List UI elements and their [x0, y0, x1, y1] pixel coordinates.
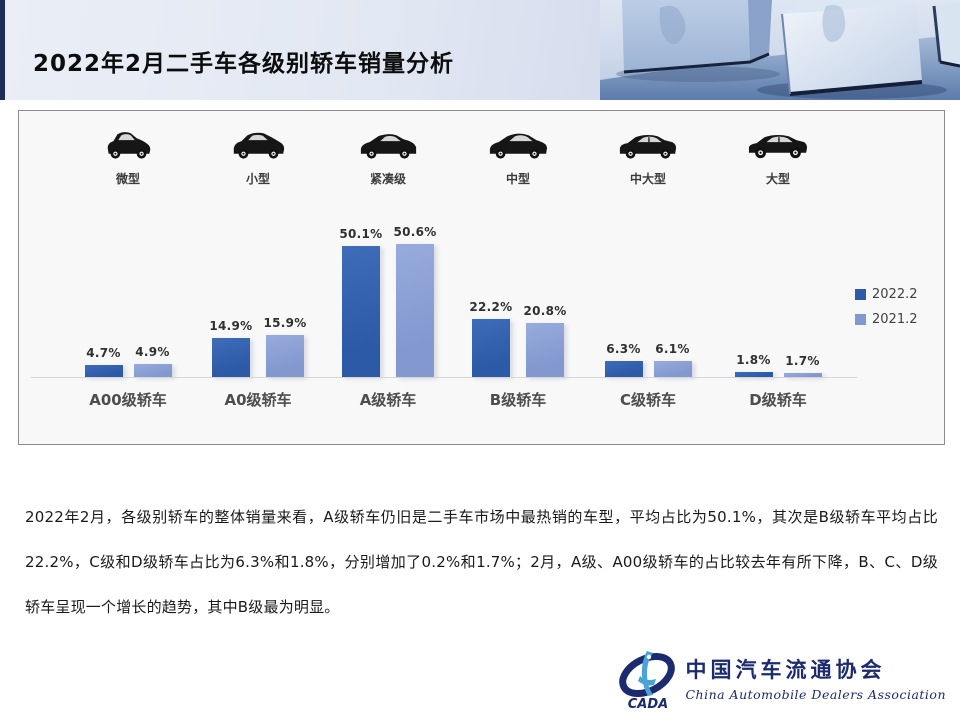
category-label: B级轿车: [489, 391, 547, 409]
vehicle-icons-row: 微型 小型 紧凑级: [63, 127, 843, 187]
bar-group: 4.7% 4.9%: [63, 205, 193, 377]
compact-sedan-car-icon: [360, 134, 417, 159]
x-axis-line: [31, 377, 857, 378]
bar-value-label: 15.9%: [263, 316, 307, 331]
bar-group: 14.9% 15.9%: [193, 205, 323, 377]
vehicle-type-label: 中型: [505, 172, 530, 186]
bar-2022.2: [604, 360, 643, 377]
bar-chart: 4.7% 4.9% 14.9% 15.9% 50.1% 50.6% 22.2% 20.8% 6.…: [63, 205, 843, 377]
cada-logo-icon: CADA: [619, 651, 676, 712]
header-bar: 2022年2月二手车各级别轿车销量分析: [0, 0, 960, 100]
page-title: 2022年2月二手车各级别轿车销量分析: [33, 51, 455, 77]
bar-2021.2: [783, 372, 822, 377]
org-name-cn: 中国汽车流通协会: [685, 657, 886, 682]
bar-2021.2: [266, 335, 305, 377]
vehicle-type-label: 小型: [245, 172, 270, 186]
city-car-icon: [107, 132, 151, 159]
bar-2022.2: [211, 338, 250, 377]
vehicle-type-label: 紧凑级: [369, 172, 406, 186]
bar-2022.2: [84, 364, 123, 377]
footer-logo: CADA 中国汽车流通协会 China Automobile Dealers A…: [617, 648, 946, 712]
category-label: C级轿车: [619, 391, 676, 409]
bar-group: 22.2% 20.8%: [453, 205, 583, 377]
category-label: A级轿车: [359, 391, 417, 409]
legend-label: 2021.2: [872, 312, 918, 327]
luxury-sedan-car-icon: [748, 135, 808, 159]
bar-value-label: 4.7%: [86, 345, 121, 360]
bar-value-label: 22.2%: [469, 299, 513, 314]
vehicle-type-label: 大型: [765, 172, 790, 186]
chart-panel: 微型 小型 紧凑级: [18, 110, 945, 445]
hatchback-car-icon: [233, 132, 285, 159]
bar-value-label: 6.3%: [606, 341, 641, 356]
vehicle-type-compact: 紧凑级: [323, 127, 453, 187]
full-size-sedan-car-icon: [619, 135, 677, 159]
cada-abbr-text: CADA: [628, 697, 668, 712]
vehicle-type-large: 大型: [713, 127, 843, 187]
midsize-sedan-car-icon: [489, 133, 548, 159]
decor-cubes-image: [600, 0, 960, 100]
bar-value-label: 20.8%: [523, 303, 567, 318]
vehicle-type-micro: 微型: [63, 127, 193, 187]
bar-group: 50.1% 50.6%: [323, 205, 453, 377]
bar-value-label: 1.8%: [736, 353, 771, 368]
bar-2022.2: [734, 372, 773, 377]
chart-legend: 2022.2 2021.2: [855, 287, 918, 327]
vehicle-type-mid: 中型: [453, 127, 583, 187]
vehicle-type-label: 微型: [115, 172, 140, 186]
legend-swatch: [855, 289, 866, 300]
summary-paragraph: 2022年2月，各级别轿车的整体销量来看，A级轿车仍旧是二手车市场中最热销的车型…: [25, 508, 938, 616]
vehicle-type-upper-mid: 中大型: [583, 127, 713, 187]
vehicle-type-label: 中大型: [629, 172, 666, 186]
bar-value-label: 14.9%: [209, 319, 253, 333]
bar-2021.2: [133, 364, 172, 377]
bar-2021.2: [526, 322, 565, 377]
legend-item: 2021.2: [855, 312, 918, 327]
category-axis-labels: A00级轿车 A0级轿车 A级轿车 B级轿车 C级轿车 D级轿车: [63, 389, 843, 410]
org-name-en: China Automobile Dealers Association: [685, 687, 946, 702]
legend-label: 2022.2: [872, 287, 918, 302]
bar-2022.2: [341, 245, 380, 377]
bar-value-label: 4.9%: [135, 345, 170, 360]
accent-stripe: [0, 0, 5, 100]
bar-2021.2: [653, 361, 692, 377]
category-label: A00级轿车: [89, 391, 167, 409]
bar-value-label: 50.1%: [339, 226, 383, 241]
bar-group: 6.3% 6.1%: [583, 205, 713, 377]
vehicle-type-small: 小型: [193, 127, 323, 187]
bar-2022.2: [471, 318, 510, 377]
legend-item: 2022.2: [855, 287, 918, 302]
legend-swatch: [855, 314, 866, 325]
category-label: D级轿车: [749, 391, 807, 409]
category-label: A0级轿车: [224, 391, 292, 409]
bar-2021.2: [396, 244, 435, 377]
bar-value-label: 50.6%: [393, 225, 437, 240]
bar-value-label: 6.1%: [655, 342, 690, 356]
bar-group: 1.8% 1.7%: [713, 205, 843, 377]
bar-value-label: 1.7%: [785, 353, 820, 368]
